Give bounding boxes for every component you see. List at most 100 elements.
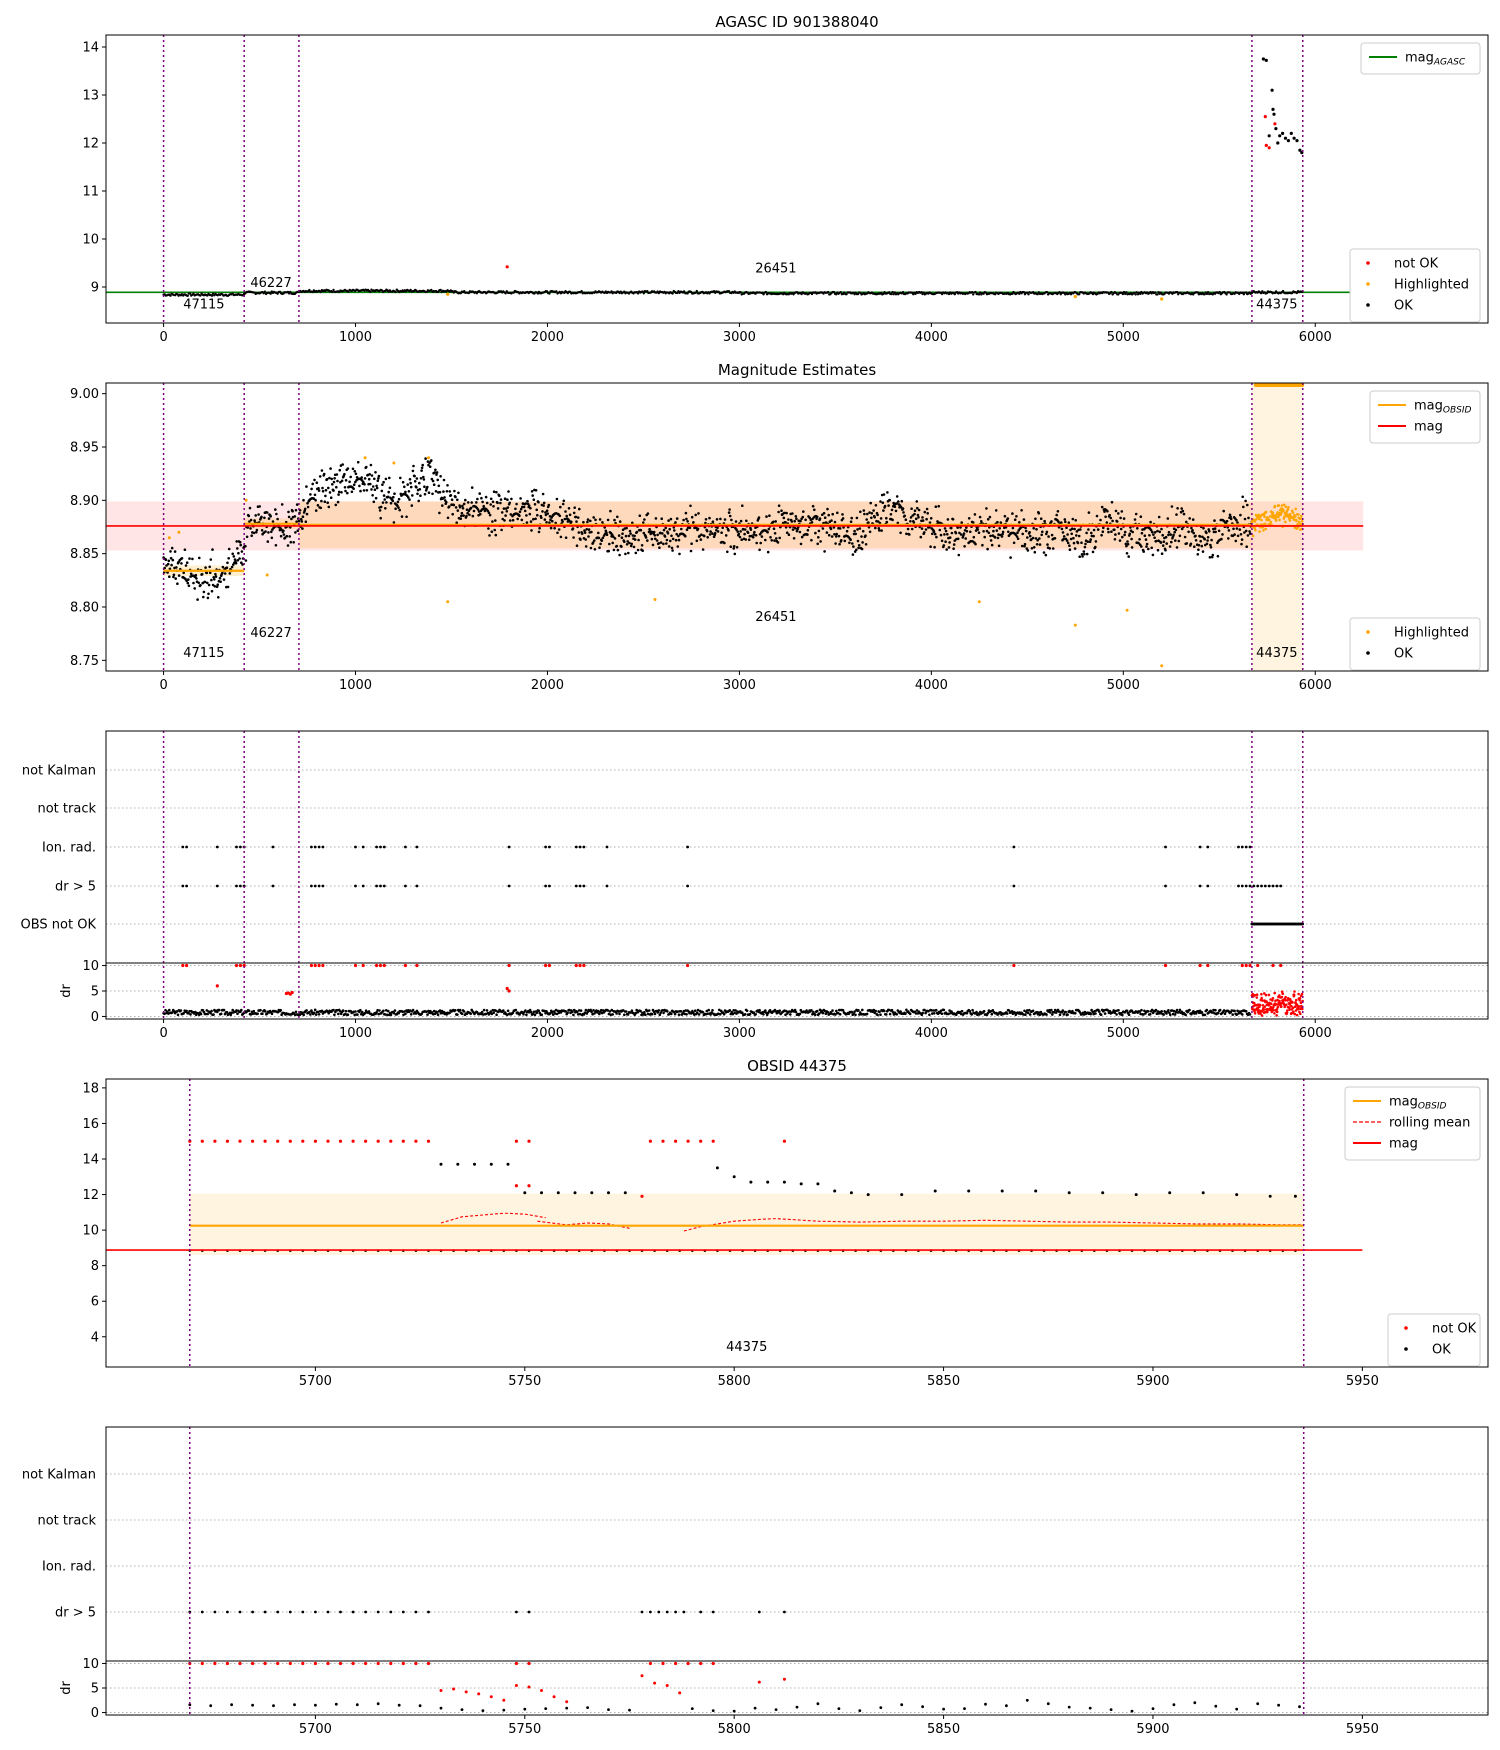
ok-point	[760, 535, 764, 538]
ok-point	[525, 521, 529, 524]
flag-row-label: Ion. rad.	[42, 1560, 96, 1575]
dr-point-not-ok	[290, 990, 294, 995]
dr-point	[576, 1013, 580, 1016]
ok-point	[255, 528, 259, 532]
ok-point	[369, 482, 372, 486]
dr-point	[1184, 1013, 1187, 1017]
ok-point	[1199, 539, 1202, 543]
ok-point	[1065, 526, 1068, 529]
ok-point	[627, 534, 631, 538]
ok-point	[484, 495, 488, 499]
ok-point	[716, 530, 720, 533]
dr-point	[1023, 1009, 1026, 1013]
dr-point	[1167, 1009, 1170, 1012]
ok-point	[900, 499, 904, 503]
ok-point	[223, 572, 227, 575]
ok-point	[917, 508, 921, 512]
dr-point	[436, 1013, 440, 1017]
ok-point	[519, 507, 523, 511]
dr-point	[853, 1010, 856, 1013]
dr-point	[653, 1012, 657, 1016]
ok-point	[1177, 539, 1181, 543]
flag-point	[578, 884, 582, 888]
dr-point	[1061, 1009, 1065, 1012]
flag-point	[354, 884, 357, 888]
ok-point	[833, 1189, 837, 1193]
ok-point	[196, 598, 199, 601]
dr-axis-label: dr	[59, 984, 74, 998]
ok-point	[1298, 148, 1302, 152]
ok-point	[705, 529, 709, 533]
flag-point	[310, 845, 313, 849]
flag-point	[1240, 884, 1244, 888]
dr-clipped-point	[238, 963, 242, 968]
dr-point	[615, 1012, 618, 1015]
ok-point	[403, 485, 406, 489]
ok-point	[1113, 538, 1117, 541]
highlighted-point	[1279, 512, 1283, 515]
dr-point-not-ok	[1278, 994, 1281, 997]
ok-point	[944, 540, 947, 543]
ok-point	[442, 478, 446, 482]
ok-point	[187, 584, 191, 588]
dr-point	[535, 1011, 539, 1015]
ok-point	[169, 556, 173, 560]
rolling-mean-line	[537, 1220, 630, 1229]
ok-point	[1041, 530, 1044, 534]
dr-point	[356, 1013, 359, 1016]
ok-point	[887, 504, 890, 507]
ok-point	[1123, 533, 1126, 537]
dr-point	[456, 1013, 459, 1016]
ok-point	[868, 511, 871, 514]
ok-point	[1229, 517, 1233, 521]
ok-point	[370, 488, 373, 491]
ok-point	[245, 535, 249, 539]
ok-point	[1124, 542, 1128, 546]
not-ok-point	[301, 1139, 305, 1143]
dr-point	[707, 1008, 710, 1012]
ok-point	[655, 539, 659, 542]
y-tick-label: 4	[91, 1330, 99, 1345]
ok-point	[772, 527, 776, 530]
dr-point	[968, 1009, 972, 1013]
ok-point	[1138, 538, 1141, 541]
ok-point	[1229, 515, 1232, 519]
dr-point	[927, 1009, 930, 1013]
ok-point	[625, 543, 629, 546]
ok-point	[826, 290, 830, 294]
ok-point	[692, 521, 695, 524]
dr-point	[458, 1008, 462, 1012]
highlighted-point	[1160, 664, 1164, 668]
dr-point	[332, 1008, 335, 1012]
ok-point	[610, 533, 614, 536]
dr-point-not-ok	[1298, 997, 1302, 1000]
dr-point	[599, 1008, 603, 1012]
ok-point	[527, 504, 531, 508]
ok-point	[1151, 530, 1154, 534]
obsid-label: 44375	[726, 1340, 767, 1355]
ok-point	[197, 581, 200, 585]
ok-point	[876, 520, 880, 523]
ok-point	[275, 512, 278, 516]
highlighted-point	[1267, 518, 1271, 521]
ok-point	[219, 580, 222, 583]
dr-point	[480, 1010, 484, 1014]
ok-point	[214, 572, 217, 576]
ok-point	[874, 504, 878, 507]
dr-point	[314, 1013, 318, 1016]
ok-point	[983, 535, 986, 539]
ok-point	[1196, 291, 1200, 294]
ok-point	[305, 512, 309, 516]
y-tick-label: 8.85	[70, 547, 99, 562]
dr-point	[1007, 1009, 1011, 1012]
ok-point	[1067, 1191, 1071, 1195]
ok-point	[739, 519, 743, 523]
dr-point	[1200, 1011, 1204, 1014]
dr-point	[661, 1009, 664, 1012]
flag-point	[507, 845, 511, 849]
highlighted-point	[1291, 511, 1295, 514]
ok-point	[222, 578, 226, 581]
ok-point	[757, 516, 761, 519]
legend-label: Highlighted	[1394, 278, 1469, 293]
ok-point	[372, 500, 376, 504]
